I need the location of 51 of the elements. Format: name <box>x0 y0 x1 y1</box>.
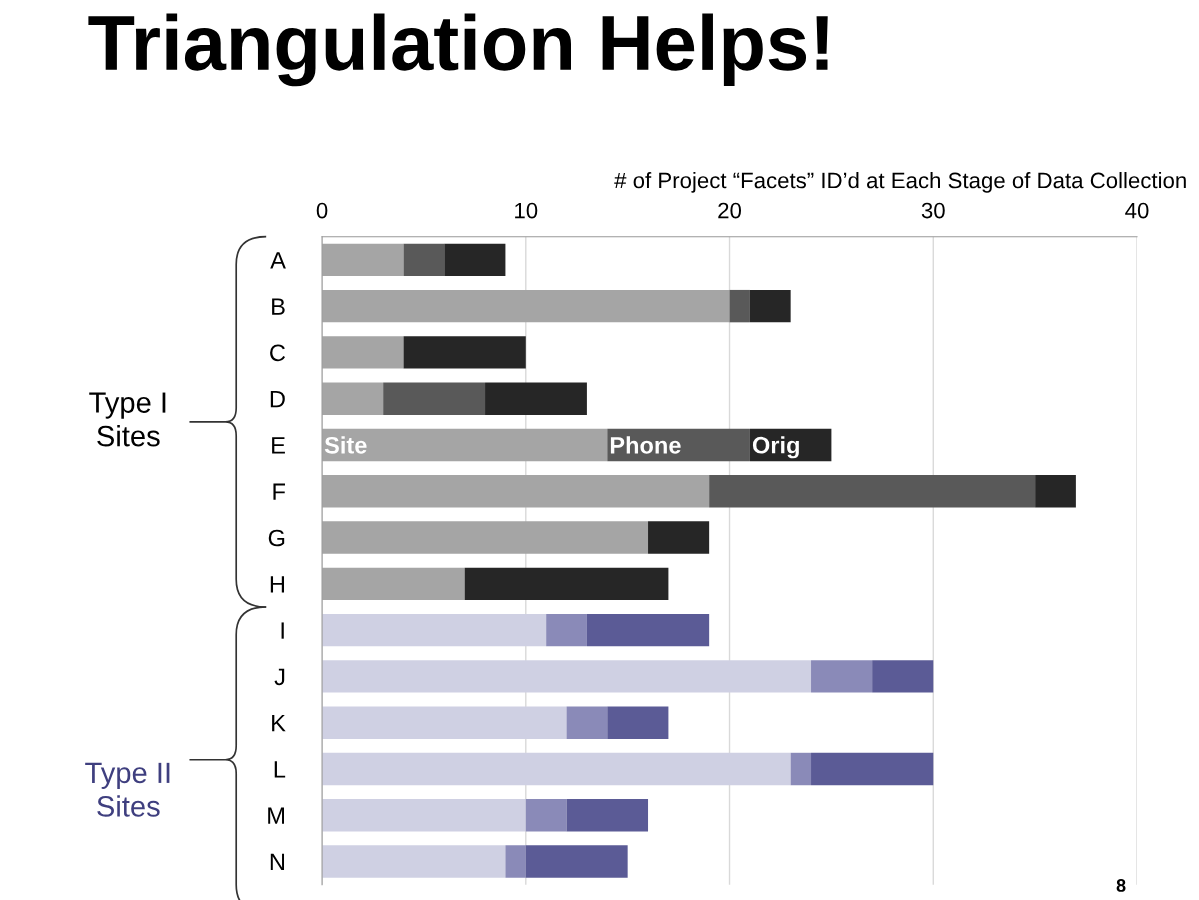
bar <box>811 660 873 693</box>
bar <box>485 382 587 415</box>
bar <box>525 799 567 832</box>
bar <box>607 706 669 739</box>
bar <box>464 567 669 601</box>
bar <box>586 613 710 647</box>
y-tick-label: J <box>274 668 285 686</box>
x-tick-label: 40 <box>1125 202 1149 219</box>
bar <box>566 799 649 832</box>
bar <box>322 845 506 878</box>
y-tick-label: F <box>273 483 285 500</box>
annotation: Phone <box>610 436 681 454</box>
annotation: Orig <box>752 436 799 459</box>
y-tick-label: N <box>270 853 285 871</box>
annotation: Site <box>324 436 367 454</box>
bar <box>709 475 1036 508</box>
y-tick-label: H <box>270 576 285 593</box>
bar <box>729 289 750 323</box>
y-tick-label: K <box>272 715 286 732</box>
bar <box>505 845 526 878</box>
y-tick-label: C <box>270 344 286 362</box>
x-axis-title: # of Project “Facets” ID’d at Each Stage of Data Collection <box>614 172 1186 193</box>
bar <box>403 243 445 277</box>
bar <box>811 752 934 786</box>
y-tick-label: G <box>268 529 285 547</box>
bar <box>1035 475 1076 508</box>
annotation: 8 <box>1116 879 1126 892</box>
bar <box>648 521 710 554</box>
chart-title: Triangulation Helps! <box>88 13 828 87</box>
x-tick-label: 30 <box>921 202 945 219</box>
x-tick-label: 20 <box>718 202 742 219</box>
bar <box>790 752 812 786</box>
text: Type I Sites <box>89 392 166 447</box>
bar <box>403 336 526 369</box>
y-tick-label: I <box>281 622 284 639</box>
y-tick-label: L <box>274 761 286 778</box>
bar <box>525 845 628 878</box>
bar <box>444 243 506 277</box>
y-tick-label: B <box>272 298 285 315</box>
y-tick-label: M <box>268 807 284 824</box>
bar <box>566 706 608 739</box>
x-tick-label: 10 <box>515 202 538 219</box>
bar <box>546 613 587 647</box>
y-tick-label: A <box>270 252 286 269</box>
bar <box>383 382 486 415</box>
y-tick-label: E <box>272 437 285 454</box>
bar <box>872 660 934 693</box>
x-tick-label: 0 <box>316 202 328 219</box>
bar <box>749 289 791 323</box>
y-tick-label: D <box>270 391 285 408</box>
text: Type II Sites <box>85 762 170 817</box>
